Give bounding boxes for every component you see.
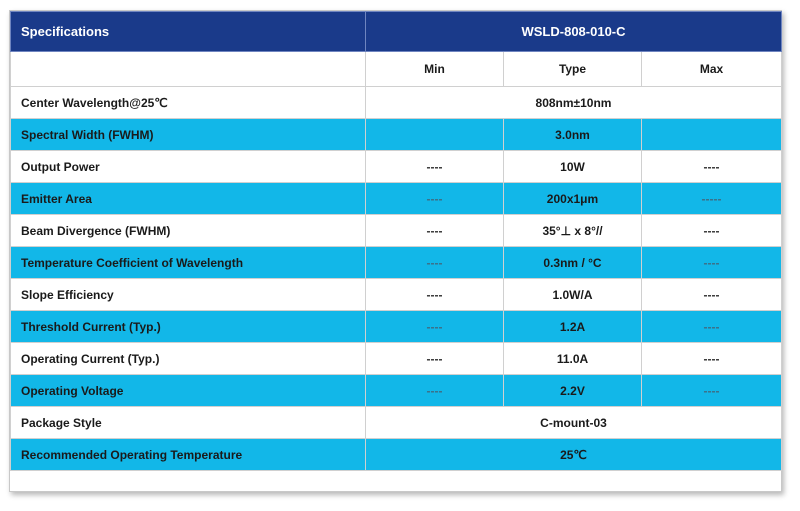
empty-header-cell [10,51,366,87]
table-row: Operating Current (Typ.) ---- 11.0A ---- [10,342,782,375]
spec-name: Package Style [10,406,366,439]
spec-min: ---- [365,310,504,343]
spec-max: ---- [641,374,782,407]
spec-max: ---- [641,150,782,183]
spec-min: ---- [365,374,504,407]
spec-max: ---- [641,278,782,311]
spec-min: ---- [365,246,504,279]
spec-value: C-mount-03 [365,406,782,439]
spec-type: 2.2V [503,374,642,407]
spec-value: 25℃ [365,438,782,471]
spec-value: 808nm±10nm [365,86,782,119]
table-header-row: Specifications WSLD-808-010-C [10,11,782,52]
spec-max: ----- [641,182,782,215]
spec-max: ---- [641,342,782,375]
spec-type: 3.0nm [503,118,642,151]
spec-name: Spectral Width (FWHM) [10,118,366,151]
table-row: Beam Divergence (FWHM) ---- 35°⊥ x 8°//---… [10,214,782,247]
table-row: Slope Efficiency ---- 1.0W/A ---- [10,278,782,311]
spec-type: 0.3nm / °C [503,246,642,279]
spec-type: 35°⊥ x 8°// [503,214,642,247]
spec-type: 200x1μm [503,182,642,215]
table-row: Spectral Width (FWHM) 3.0nm [10,118,782,151]
spec-name: Threshold Current (Typ.) [10,310,366,343]
spec-max: ---- [641,246,782,279]
spec-min: ---- [365,342,504,375]
spec-type: 11.0A [503,342,642,375]
spec-min [365,118,504,151]
model-name: WSLD-808-010-C [365,11,782,52]
column-header-type: Type [503,51,642,87]
spec-name: Beam Divergence (FWHM) [10,214,366,247]
table-row: Temperature Coefficient of Wavelength ---… [10,246,782,279]
spec-table-frame: Specifications WSLD-808-010-C Min Type M… [9,10,782,492]
table-row: Emitter Area ---- 200x1μm ----- [10,182,782,215]
spec-max: ---- [641,310,782,343]
spec-name: Recommended Operating Temperature [10,438,366,471]
specifications-label: Specifications [10,11,366,52]
spec-min: ---- [365,150,504,183]
table-row: Operating Voltage ---- 2.2V ---- [10,374,782,407]
column-header-min: Min [365,51,504,87]
spec-name: Operating Voltage [10,374,366,407]
table-row: Recommended Operating Temperature 25℃ [10,438,782,471]
table-row: Center Wavelength@25℃ 808nm±10nm [10,86,782,119]
spec-type: 1.0W/A [503,278,642,311]
spec-min: ---- [365,182,504,215]
table-row: Threshold Current (Typ.) ---- 1.2A ---- [10,310,782,343]
spec-type: 10W [503,150,642,183]
spec-min: ---- [365,278,504,311]
spec-table: Specifications WSLD-808-010-C Min Type M… [10,11,782,471]
spec-name: Operating Current (Typ.) [10,342,366,375]
spec-max [641,118,782,151]
spec-name: Output Power [10,150,366,183]
spec-name: Slope Efficiency [10,278,366,311]
spec-max: ---- [641,214,782,247]
table-row: Package Style C-mount-03 [10,406,782,439]
table-row: Output Power ---- 10W ---- [10,150,782,183]
column-header-max: Max [641,51,782,87]
spec-min: ---- [365,214,504,247]
spec-type: 1.2A [503,310,642,343]
spec-name: Emitter Area [10,182,366,215]
spec-name: Temperature Coefficient of Wavelength [10,246,366,279]
column-header-row: Min Type Max [10,51,782,87]
spec-name: Center Wavelength@25℃ [10,86,366,119]
